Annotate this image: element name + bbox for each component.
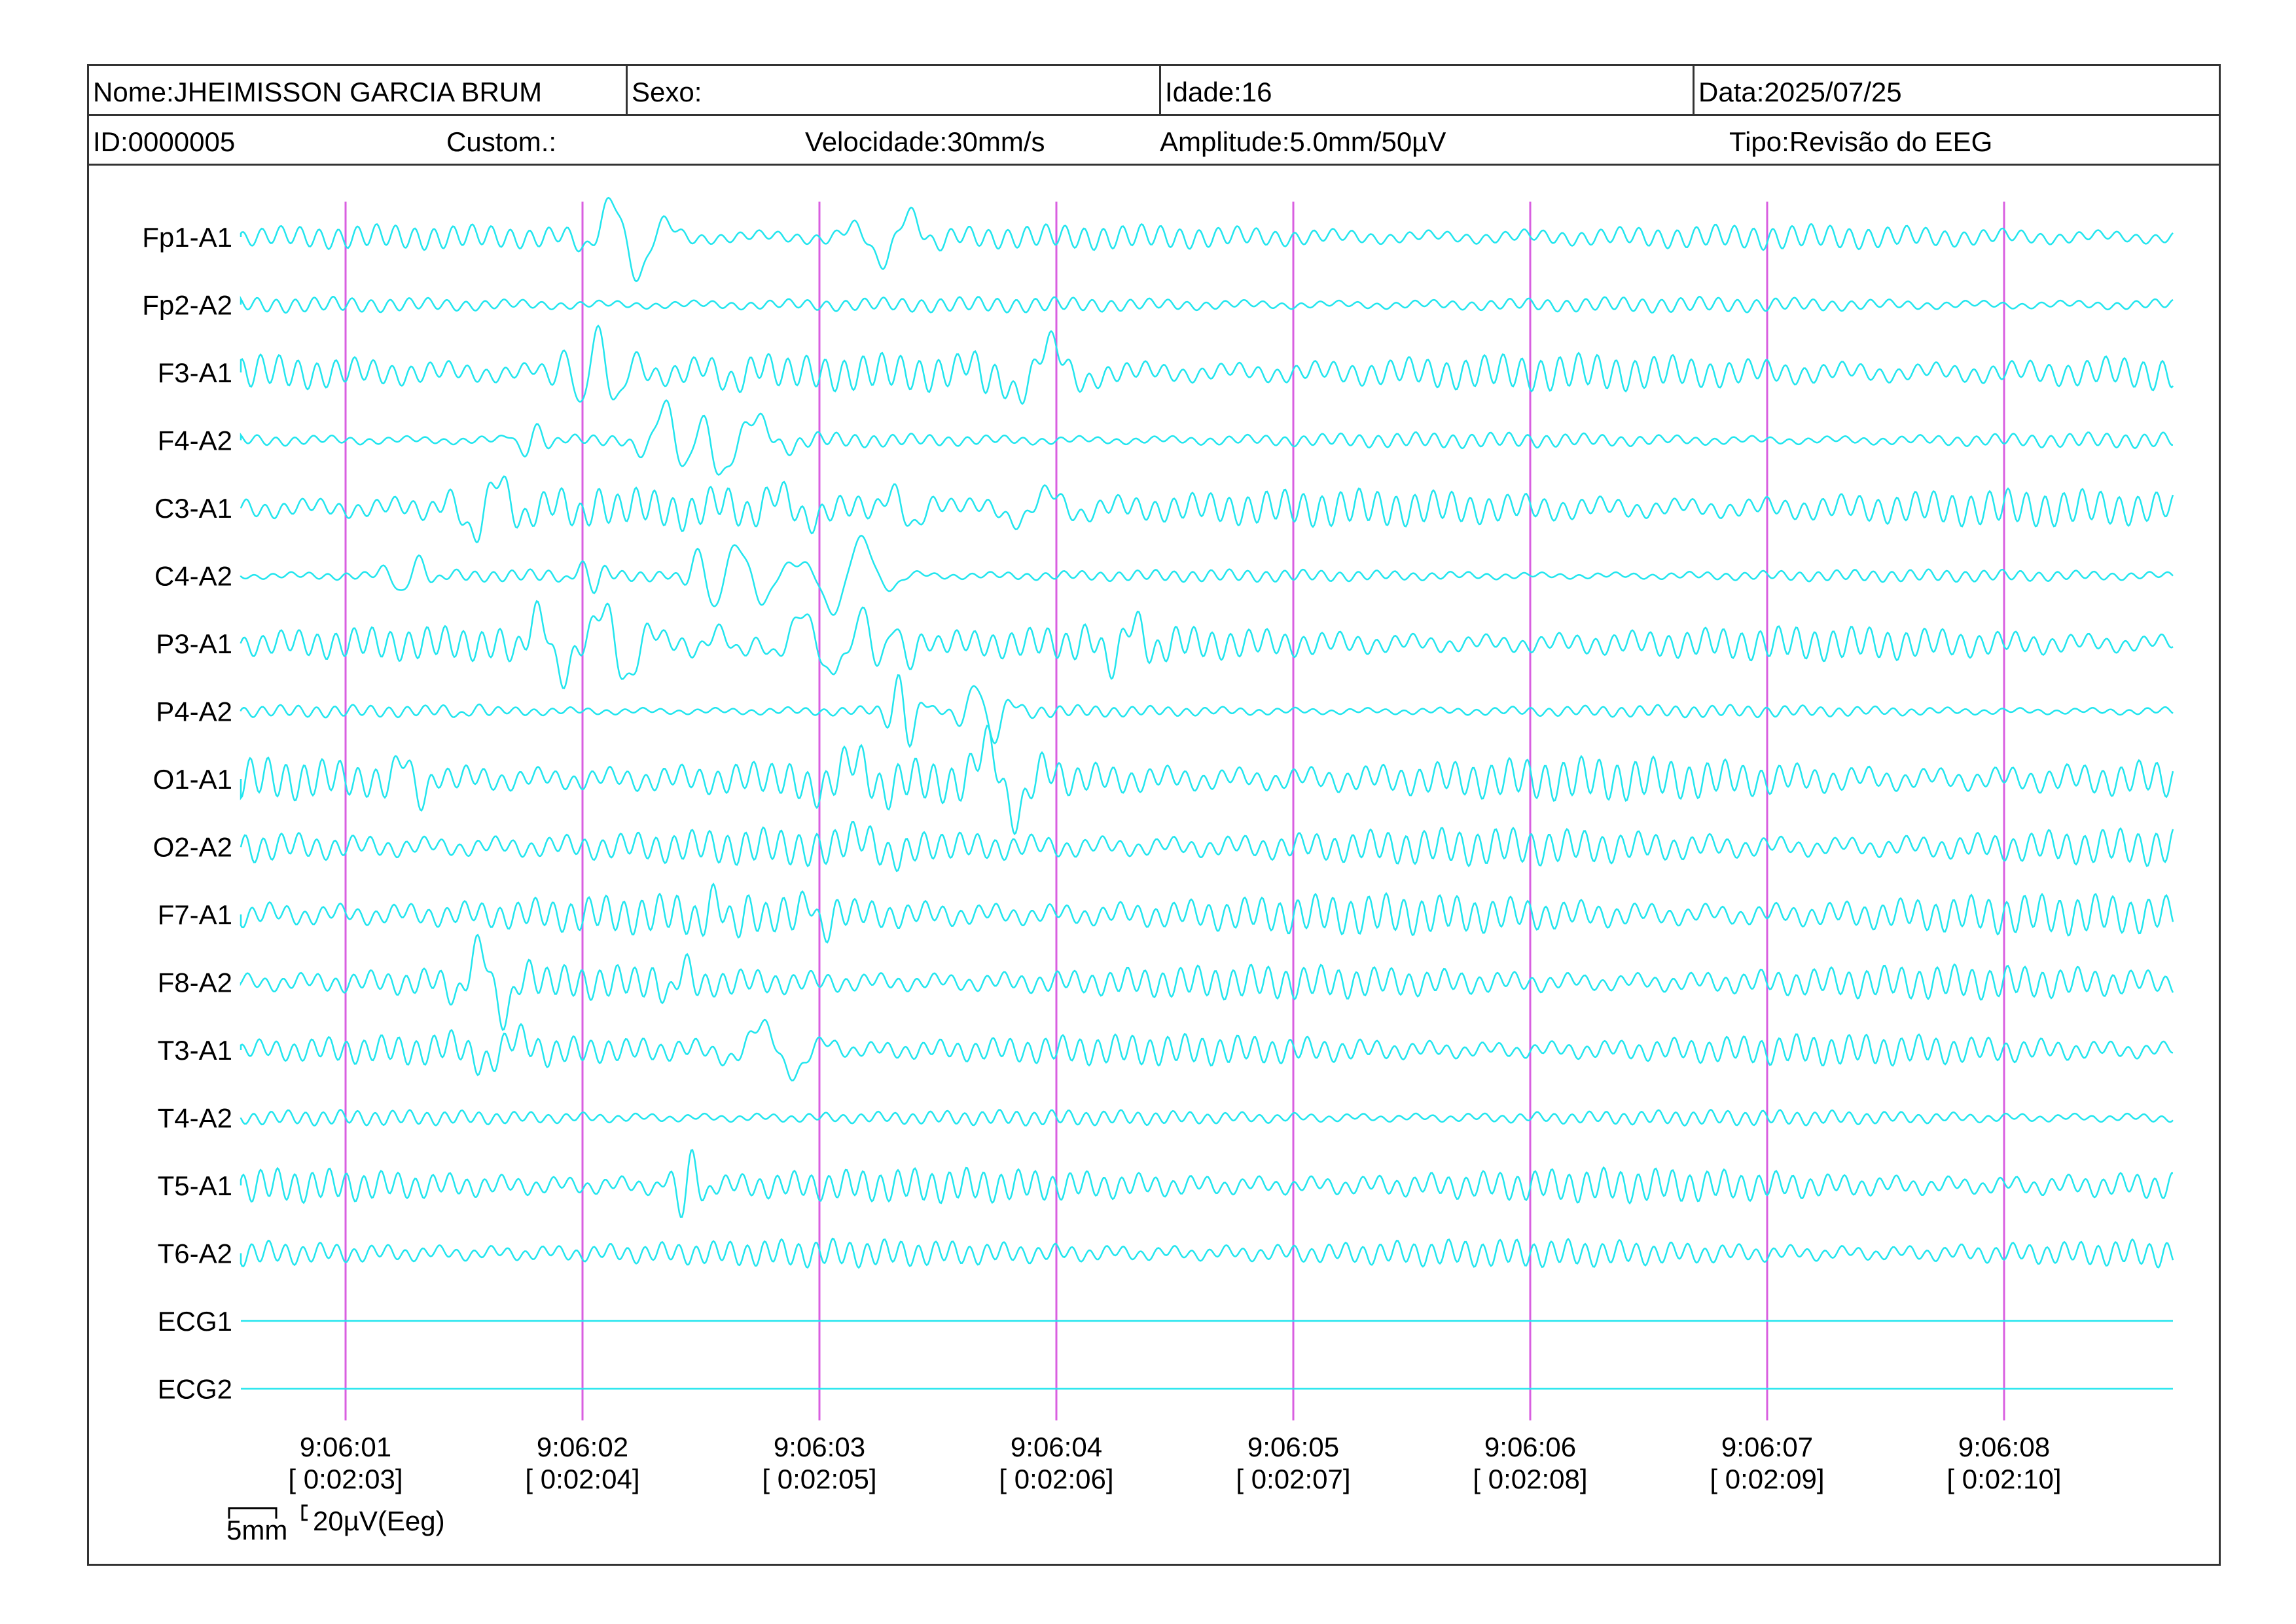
trace-t4-a2: [240, 1108, 2174, 1127]
patient-name: Nome:JHEIMISSON GARCIA BRUM: [93, 77, 543, 107]
time-clock-8: 9:06:08: [1958, 1432, 2050, 1462]
amplitude-scale: Amplitude:5.0mm/50µV: [1160, 126, 1446, 157]
time-clock-7: 9:06:07: [1721, 1432, 1813, 1462]
time-clock-1: 9:06:01: [300, 1432, 391, 1462]
trace-p4-a2: [240, 674, 2174, 748]
review-type: Tipo:Revisão do EEG: [1729, 126, 1993, 157]
time-elapsed-3: [ 0:02:05]: [762, 1464, 876, 1494]
channel-label-ecg1: ECG1: [158, 1306, 232, 1337]
patient-sex: Sexo:: [626, 66, 1159, 114]
eeg-traces: [240, 196, 2174, 1390]
time-scale-label: 5mm: [226, 1515, 287, 1545]
eeg-report: Nome:JHEIMISSON GARCIA BRUM Sexo: Idade:…: [87, 64, 2221, 1566]
amplitude-scale-bracket: [301, 1504, 308, 1521]
time-elapsed-6: [ 0:02:08]: [1473, 1464, 1587, 1494]
channel-label-o1-a1: O1-A1: [153, 764, 232, 795]
channel-label-f8-a2: F8-A2: [158, 967, 232, 998]
time-clock-6: 9:06:06: [1484, 1432, 1576, 1462]
trace-t6-a2: [240, 1237, 2174, 1269]
trace-t3-a1: [240, 1019, 2174, 1082]
time-elapsed-1: [ 0:02:03]: [288, 1464, 403, 1494]
channel-label-fp1-a1: Fp1-A1: [142, 222, 232, 253]
custom-field: Custom.:: [446, 126, 557, 157]
trace-o1-a1: [240, 725, 2174, 836]
channel-label-o2-a2: O2-A2: [153, 832, 232, 863]
trace-p3-a1: [240, 600, 2174, 689]
time-clock-4: 9:06:04: [1011, 1432, 1102, 1462]
channel-label-p4-a2: P4-A2: [156, 696, 232, 727]
channel-label-fp2-a2: Fp2-A2: [142, 290, 232, 321]
time-elapsed-4: [ 0:02:06]: [999, 1464, 1113, 1494]
trace-fp1-a1: [240, 196, 2174, 283]
time-elapsed-7: [ 0:02:09]: [1710, 1464, 1824, 1494]
channel-labels: Fp1-A1 Fp2-A2 F3-A1 F4-A2 C3-A1 C4-A2 P3-A1 P4-…: [142, 222, 232, 1405]
amplitude-scale-label: 20µV(Eeg): [313, 1506, 445, 1536]
time-clock-3: 9:06:03: [774, 1432, 865, 1462]
time-elapsed-5: [ 0:02:07]: [1236, 1464, 1350, 1494]
trace-c3-a1: [240, 475, 2174, 543]
time-clock-2: 9:06:02: [537, 1432, 628, 1462]
trace-t5-a1: [240, 1149, 2174, 1218]
patient-age: Idade:16: [1159, 66, 1693, 114]
paper-speed: Velocidade:30mm/s: [805, 126, 1045, 157]
time-elapsed-2: [ 0:02:04]: [525, 1464, 639, 1494]
second-markers: [344, 202, 2005, 1420]
trace-fp2-a2: [240, 295, 2174, 314]
trace-f7-a1: [240, 882, 2174, 944]
time-labels: 9:06:01[ 0:02:03] 9:06:02[ 0:02:04] 9:06:0…: [288, 1432, 2061, 1494]
patient-id: ID:0000005: [93, 126, 236, 157]
time-elapsed-8: [ 0:02:10]: [1946, 1464, 2061, 1494]
channel-label-ecg2: ECG2: [158, 1374, 232, 1405]
trace-f8-a2: [240, 933, 2174, 1031]
channel-label-c3-a1: C3-A1: [154, 493, 232, 524]
channel-label-f4-a2: F4-A2: [158, 425, 232, 456]
recording-info-row: ID:0000005 Custom.: Velocidade:30mm/s Am…: [89, 116, 2219, 166]
channel-label-p3-a1: P3-A1: [156, 628, 232, 659]
channel-label-t6-a2: T6-A2: [158, 1238, 232, 1269]
patient-info-row: Nome:JHEIMISSON GARCIA BRUM Sexo: Idade:…: [89, 66, 2219, 116]
time-scale-bracket: [228, 1507, 278, 1519]
channel-label-c4-a2: C4-A2: [154, 561, 232, 592]
channel-label-t4-a2: T4-A2: [158, 1103, 232, 1134]
time-clock-5: 9:06:05: [1247, 1432, 1339, 1462]
channel-label-f3-a1: F3-A1: [158, 357, 232, 388]
trace-c4-a2: [240, 534, 2174, 616]
exam-date: Data:2025/07/25: [1693, 66, 2219, 114]
channel-label-t5-a1: T5-A1: [158, 1170, 232, 1201]
calibration-legend: 5mm 20µV(Eeg): [226, 1504, 445, 1545]
trace-f4-a2: [240, 399, 2174, 476]
trace-o2-a2: [240, 821, 2174, 873]
channel-label-t3-a1: T3-A1: [158, 1035, 232, 1066]
channel-label-f7-a1: F7-A1: [158, 899, 232, 930]
trace-f3-a1: [240, 324, 2174, 405]
